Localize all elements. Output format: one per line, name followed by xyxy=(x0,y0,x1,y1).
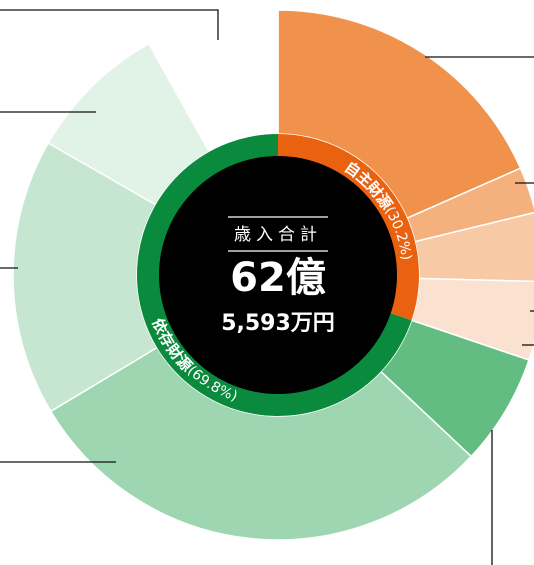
ring-slice xyxy=(278,134,419,321)
center-label: 歳入合計 xyxy=(234,225,322,245)
inner-ring xyxy=(137,134,419,416)
leader-lines xyxy=(0,9,534,565)
center-disc xyxy=(159,156,397,394)
center-amount-detail: 5,593万円 xyxy=(221,311,335,336)
center-amount: 62億 xyxy=(230,255,326,301)
